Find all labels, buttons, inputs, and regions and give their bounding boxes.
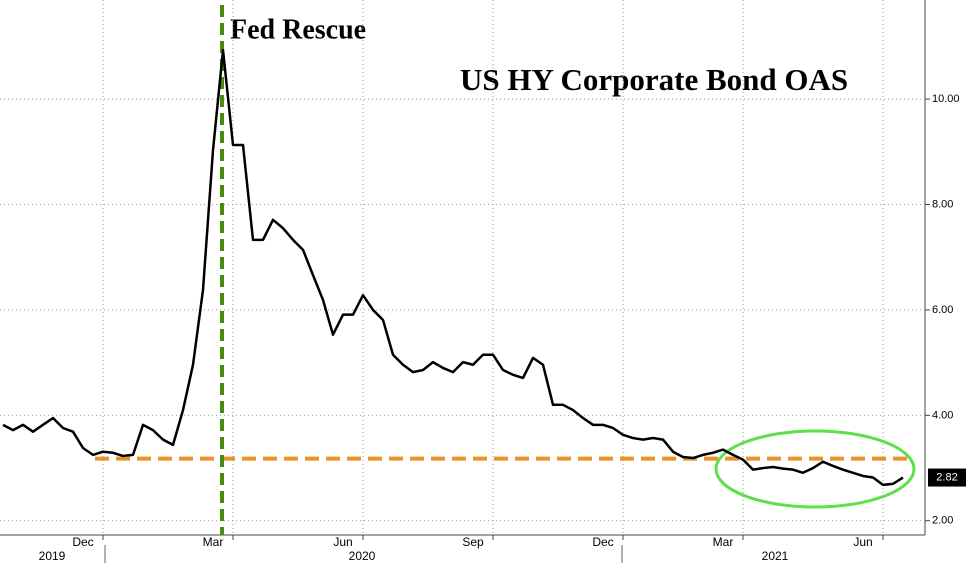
last-value-badge	[928, 468, 966, 487]
y-tick-label: 8.00	[932, 198, 953, 210]
annotation-label: Fed Rescue	[230, 14, 366, 45]
x-tick-label: Mar	[713, 535, 734, 549]
chart-title: US HY Corporate Bond OAS	[460, 62, 848, 97]
x-tick-label: Dec	[72, 535, 93, 549]
year-label: 2021	[762, 549, 789, 563]
y-tick-label: 4.00	[932, 409, 953, 421]
x-tick-label: Mar	[203, 535, 224, 549]
y-tick-label: 10.00	[932, 93, 960, 105]
highlight-ellipse	[714, 429, 916, 509]
x-tick-label: Jun	[853, 535, 872, 549]
y-tick-label: 2.00	[932, 515, 953, 527]
year-label: 2020	[349, 549, 376, 563]
y-tick-label: 6.00	[932, 304, 953, 316]
last-value-label: 2.82	[936, 471, 957, 483]
x-tick-label: Sep	[462, 535, 484, 549]
x-tick-label: Jun	[333, 535, 352, 549]
x-tick-label: Dec	[592, 535, 613, 549]
data-line	[2, 48, 904, 487]
year-label: 2019	[39, 549, 66, 563]
